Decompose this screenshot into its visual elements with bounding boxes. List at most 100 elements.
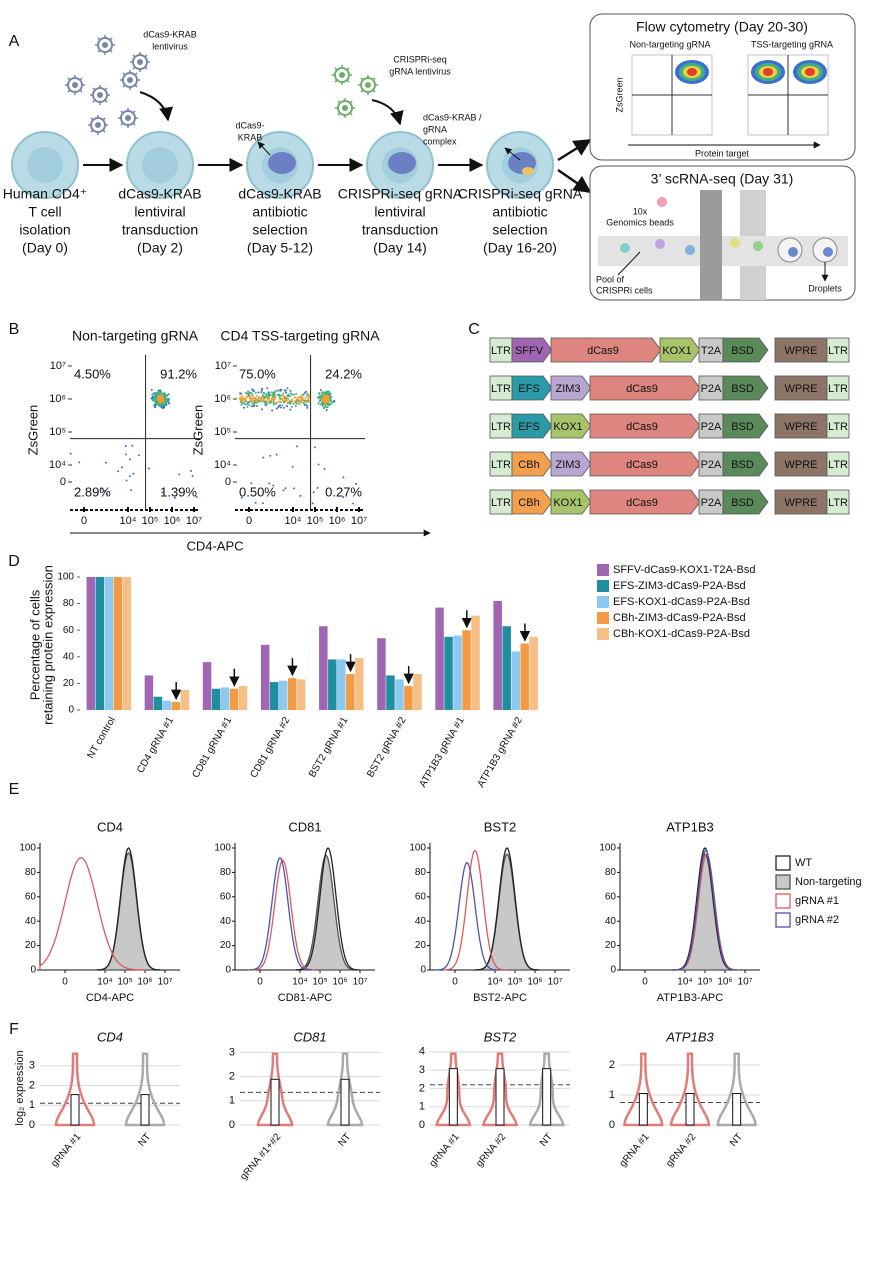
element-label: KOX1 — [662, 345, 691, 357]
plot-title: ATP1B3 — [665, 1029, 714, 1044]
violin — [623, 1052, 664, 1127]
box — [542, 1068, 552, 1126]
y-tick-label: 10⁵ — [214, 426, 231, 438]
event — [244, 391, 247, 394]
element-label: LTR — [491, 383, 511, 395]
event — [352, 502, 355, 505]
scrna-label: Genomics beads — [606, 217, 674, 227]
event — [247, 390, 250, 393]
event — [243, 398, 246, 401]
legend-label: EFS-KOX1-dCas9-P2A-Bsd — [613, 596, 750, 608]
event — [278, 393, 281, 396]
event — [173, 496, 176, 499]
event — [100, 487, 103, 490]
event — [327, 390, 330, 393]
event — [253, 389, 256, 392]
x-tick-label: 10⁵ — [142, 515, 159, 527]
event — [178, 473, 181, 476]
legend-label: EFS-ZIM3-dCas9-P2A-Bsd — [613, 580, 746, 592]
x-tick-label: CD4 gRNA #1 — [135, 715, 176, 775]
box — [140, 1094, 150, 1126]
y-tick-label: 40 — [605, 916, 617, 927]
y-tick-label: 0 — [225, 476, 231, 488]
x-tick-label: 10⁷ — [158, 977, 173, 988]
construct-element — [698, 413, 724, 439]
element-label: P2A — [701, 497, 722, 509]
bar — [355, 658, 364, 710]
plot-title: BST2 — [484, 819, 517, 834]
step-label: lentiviral — [134, 204, 185, 220]
event — [330, 396, 333, 399]
step-label: CRISPRi-seq gRNA — [458, 186, 583, 202]
event — [255, 395, 258, 398]
event — [260, 389, 263, 392]
bar — [86, 577, 96, 710]
event — [275, 453, 278, 456]
legend-swatch — [775, 874, 791, 890]
event — [281, 397, 284, 400]
event — [161, 398, 164, 401]
event — [295, 392, 298, 395]
event — [156, 402, 159, 405]
event — [262, 391, 265, 394]
event — [294, 396, 297, 399]
step-label: transduction — [362, 222, 438, 238]
step-label: dCas9-KRAB — [118, 186, 201, 202]
panel-label: A — [9, 33, 20, 50]
legend-label: Non-targeting — [795, 876, 862, 888]
x-tick-label: 10⁶ — [332, 977, 347, 988]
y-tick-label: 0 — [68, 705, 74, 716]
legend-label: gRNA #1 — [795, 895, 839, 907]
construct-element — [774, 413, 828, 439]
event — [250, 400, 253, 403]
x-tick-label: 10⁷ — [351, 515, 367, 527]
step-label: T cell — [28, 204, 61, 220]
event — [162, 396, 165, 399]
x-tick-label: gRNA #2 — [664, 1131, 698, 1169]
annotation: dCas9-KRAB — [143, 29, 197, 39]
construct-element — [698, 451, 724, 477]
y-tick-label: 0 — [610, 965, 616, 976]
x-tick-label: 10⁴ — [292, 977, 307, 988]
event — [291, 393, 294, 396]
event — [321, 391, 324, 394]
step-label: (Day 0) — [22, 240, 68, 256]
event — [78, 461, 81, 464]
x-tick-label: NT — [728, 1132, 745, 1149]
construct-element — [589, 375, 701, 401]
element-label: LTR — [491, 345, 511, 357]
event — [125, 479, 128, 482]
event — [261, 400, 264, 403]
x-tick-label: NT control — [85, 715, 118, 760]
plot-title: BST2 — [484, 1029, 517, 1044]
y-tick-label: 10⁴ — [214, 459, 231, 471]
event — [323, 400, 326, 403]
y-tick-label: 40 — [415, 916, 427, 927]
y-tick-label: 2 — [29, 1079, 35, 1091]
y-tick-label: 0 — [30, 965, 36, 976]
event — [241, 400, 244, 403]
event — [270, 398, 273, 401]
event — [268, 395, 271, 398]
event — [261, 502, 264, 505]
violin — [54, 1052, 96, 1127]
x-tick-label: 10⁵ — [307, 515, 324, 527]
y-tick-label: 0 — [29, 1119, 35, 1131]
construct-element — [550, 489, 592, 515]
y-tick-label: 2 — [229, 1071, 235, 1083]
bar — [162, 700, 172, 710]
x-tick-label: 10⁶ — [717, 977, 732, 988]
bar — [260, 644, 270, 710]
flow-title: Flow cytometry (Day 20-30) — [636, 19, 808, 35]
event — [274, 402, 277, 405]
event — [249, 397, 252, 400]
scrna-label: Pool of — [596, 274, 625, 284]
event — [272, 395, 275, 398]
element-label: BSD — [731, 497, 754, 509]
x-tick-label: 10⁴ — [97, 977, 112, 988]
event — [253, 400, 256, 403]
violin — [435, 1052, 472, 1127]
virus-core — [95, 122, 101, 128]
y-tick-label: 20 — [63, 678, 75, 689]
y-tick-label: 4 — [419, 1046, 425, 1058]
